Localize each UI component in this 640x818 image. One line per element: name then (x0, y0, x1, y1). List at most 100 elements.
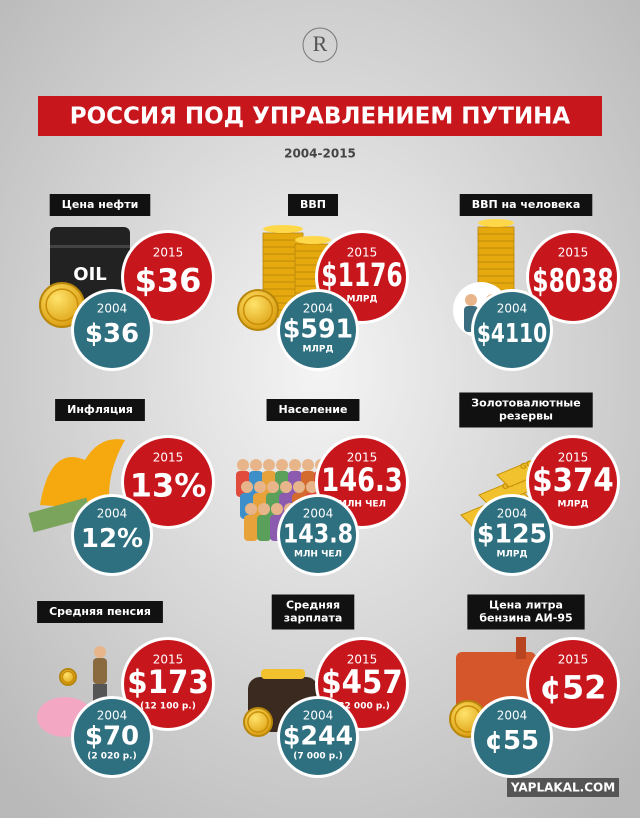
head (254, 481, 266, 493)
head (293, 481, 305, 493)
canister-spout (516, 637, 526, 659)
coin-inner (61, 670, 75, 684)
body (257, 515, 271, 541)
label-box (459, 194, 593, 216)
coin-inner (242, 294, 274, 326)
bubble-year: 2015 (347, 450, 378, 464)
bubble-year: 2004 (497, 709, 528, 723)
bubble (529, 640, 617, 728)
bubble (474, 292, 550, 368)
label-box (288, 194, 338, 216)
money (28, 497, 92, 533)
bubble-year: 2004 (303, 709, 334, 723)
bubble-value: $36 (135, 261, 202, 299)
bubble (124, 233, 212, 321)
bubble (280, 292, 356, 368)
bubble-value: $374 (532, 461, 613, 499)
label-box (459, 392, 593, 428)
head (280, 481, 292, 493)
panel-label-text: Инфляция (67, 403, 133, 416)
logo: R (313, 31, 328, 56)
bubble-unit: МЛРД (496, 550, 527, 560)
body (93, 658, 107, 684)
bubble-value: $36 (85, 319, 139, 349)
bubble-unit: МЛН ЧЕЛ (338, 500, 386, 510)
bubble-unit: МЛРД (557, 500, 588, 510)
bubble-year: 2015 (347, 652, 378, 666)
panel-label: Инфляция (55, 399, 145, 421)
label-box (49, 194, 151, 216)
bubble (529, 233, 617, 321)
coin-edge (477, 233, 515, 242)
head (250, 459, 262, 471)
coin-edge (477, 268, 515, 277)
head (465, 294, 477, 306)
head (94, 646, 106, 658)
bubble (474, 699, 550, 775)
bubble-year: 2015 (347, 245, 378, 259)
panel-label-text: Средняя пенсия (49, 605, 151, 618)
panel-label-text: Цена нефти (62, 198, 139, 211)
label-box (271, 594, 355, 630)
bubble-year: 2004 (497, 507, 528, 521)
head (237, 459, 249, 471)
panel-label-text: Цена литра (489, 599, 563, 612)
bubble-year: 2015 (558, 245, 589, 259)
label-box (266, 399, 360, 421)
label-box (37, 601, 163, 623)
bubble (124, 438, 212, 526)
body (244, 515, 258, 541)
bubble-value: ¢52 (540, 668, 607, 706)
head (276, 459, 288, 471)
watermark-box (507, 778, 619, 797)
bubble-year: 2015 (153, 450, 184, 464)
panel-label-text: бензина АИ-95 (479, 612, 572, 625)
head (258, 503, 270, 515)
bubble-year: 2004 (97, 507, 128, 521)
coin-inner (45, 288, 79, 322)
panel-label: Цена нефти (49, 194, 151, 216)
bubble (74, 497, 150, 573)
bubble-value: $70 (85, 722, 139, 752)
label-box (55, 399, 145, 421)
bubble-value: $125 (477, 520, 547, 550)
panel-label-text: Средняя (286, 599, 340, 612)
bubble-value: ¢55 (485, 726, 539, 756)
bubble-unit: МЛРД (302, 345, 333, 355)
bubble-year: 2004 (97, 302, 128, 316)
bubble-year: 2015 (558, 652, 589, 666)
bubble (529, 438, 617, 526)
bubble (74, 292, 150, 368)
barrel-band (50, 245, 130, 248)
panel-label-text: Население (279, 403, 348, 416)
bubble-unit: (7 000 р.) (293, 752, 342, 762)
bubble-value: 146.3 (321, 461, 402, 499)
coin-top (263, 225, 303, 233)
bubble-year: 2004 (97, 709, 128, 723)
panel-label: Население (266, 399, 360, 421)
bubble (280, 497, 356, 573)
bubble-value: $8038 (532, 261, 613, 299)
coin-inner (247, 711, 269, 733)
bubble-value: 143.8 (283, 520, 353, 550)
bubble-year: 2015 (153, 652, 184, 666)
watermark: YAPLAKAL.COM (510, 781, 615, 795)
bubble-value: $591 (283, 315, 353, 345)
title-banner (38, 96, 602, 136)
head (267, 481, 279, 493)
flame (40, 439, 125, 510)
bubble-year: 2004 (497, 302, 528, 316)
subtitle: 2004-2015 (284, 147, 356, 161)
coin-edge (477, 247, 515, 256)
coin-top (478, 219, 514, 227)
bubble-value: $4110 (477, 319, 547, 349)
head (302, 459, 314, 471)
bubble-unit: (32 000 р.) (334, 702, 390, 712)
bubble (124, 640, 212, 728)
bubble-value: $457 (321, 663, 402, 701)
head (241, 481, 253, 493)
panel-label: ВВП на человека (459, 194, 593, 216)
panel-label-text: ВВП на человека (472, 198, 581, 211)
